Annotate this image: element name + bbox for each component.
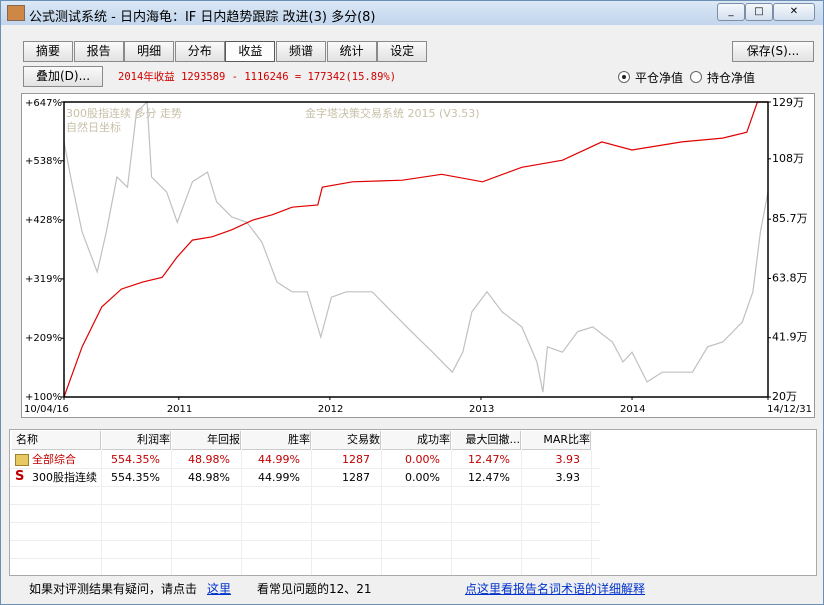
radio-label[interactable]: 平仓净值 [635,71,684,85]
radio-label[interactable]: 持仓净值 [707,71,756,85]
maximize-button[interactable]: □ [745,3,773,21]
y2-tick-label: 85.7万 [772,212,808,225]
column-header[interactable]: 年回报 [172,431,241,450]
overlay-button[interactable]: 叠加(D)... [23,66,103,87]
app-icon [7,5,25,21]
column-header[interactable]: 名称 [12,431,101,450]
table-cell: 554.35% [111,471,160,484]
row-name: 全部综合 [32,453,76,466]
tab[interactable]: 明细 [124,41,175,62]
x-tick-label: 10/04/16 [24,404,69,415]
row-line [10,522,600,523]
row-name: 300股指连续 [32,471,97,484]
table-cell: 554.35% [111,453,160,466]
save-button[interactable]: 保存(S)... [732,41,814,62]
window-title: 公式测试系统 - 日内海龟：IF 日内趋势跟踪 改进(3) 多分(8) [29,10,376,25]
plot-frame [63,101,769,398]
column-header[interactable]: 交易数 [312,431,381,450]
row-line [10,486,600,487]
summary-text: 2014年收益 1293589 - 1116246 = 177342(15.89… [118,71,397,83]
x-tick-label: 2011 [167,404,192,415]
y2-tick-label: 41.9万 [772,331,808,344]
y-tick-label: +538% [25,156,62,167]
table-cell: 3.93 [555,453,581,466]
table-cell: 0.00% [405,453,440,466]
close-button[interactable]: ✕ [773,3,815,21]
folder-icon [15,454,29,466]
column-header[interactable]: 胜率 [242,431,311,450]
table-cell: 44.99% [258,453,300,466]
table-cell: 1287 [342,453,370,466]
column-line [101,450,102,575]
minimize-button[interactable]: _ [717,3,745,21]
radio-option[interactable]: 平仓净值 [618,69,683,86]
radio-option[interactable]: 持仓净值 [690,69,755,86]
y-tick-label: +319% [25,274,62,285]
table-cell: 3.93 [555,471,581,484]
y2-tick-label: 108万 [772,152,804,165]
y-tick-label: +428% [25,215,62,226]
column-header[interactable]: 最大回撤... [452,431,521,450]
x-tick-label: 2014 [620,404,645,415]
watermark: 自然日坐标 [66,120,121,134]
y2-tick-label: 129万 [772,96,804,109]
tab[interactable]: 频谱 [276,41,326,62]
footer-here-link[interactable]: 这里 [207,582,232,596]
series-line [63,101,768,398]
radio-dot[interactable] [690,71,702,83]
column-line [451,450,452,575]
table-cell: 0.00% [405,471,440,484]
tab[interactable]: 统计 [326,41,377,62]
x-tick-label: 14/12/31 [767,404,812,415]
table-cell: 12.47% [468,453,510,466]
footer-question: 如果对评测结果有疑问，请点击 [29,582,198,596]
column-line [171,450,172,575]
row-line [10,504,600,505]
column-header[interactable]: MAR比率 [522,431,591,450]
table-cell: 48.98% [188,453,230,466]
tab[interactable]: 报告 [73,41,124,62]
watermark: 300股指连续 多分 走势 [66,106,182,120]
column-line [241,450,242,575]
column-header[interactable]: 利润率 [102,431,171,450]
table-cell: 44.99% [258,471,300,484]
title-bar: 公式测试系统 - 日内海龟：IF 日内趋势跟踪 改进(3) 多分(8) _ □ … [1,1,823,25]
tab[interactable]: 收益 [225,41,276,62]
tab[interactable]: 分布 [174,41,225,62]
table-cell: 48.98% [188,471,230,484]
row-line [10,540,600,541]
row-line [10,468,600,469]
chart-panel: 300股指连续 多分 走势 自然日坐标 金字塔决策交易系统 2015 (V3.53)… [21,93,815,418]
table-cell: 1287 [342,471,370,484]
x-tick-label: 2012 [318,404,343,415]
results-table: 名称 利润率 年回报 胜率 交易数 成功率 最大回撤... MAR比率全部综合 554.35% 4… [9,429,817,576]
column-line [381,450,382,575]
tab[interactable]: 设定 [377,41,428,62]
series-line [63,100,769,393]
column-line [521,450,522,575]
x-tick-label: 2013 [469,404,494,415]
radio-dot[interactable] [618,71,630,83]
tab[interactable]: 摘要 [23,41,73,62]
y-tick-label: +209% [25,333,62,344]
y-tick-label: +100% [25,392,62,403]
column-line [311,450,312,575]
column-header[interactable]: 成功率 [382,431,451,450]
watermark: 金字塔决策交易系统 2015 (V3.53) [305,106,480,120]
column-line [591,450,592,575]
y2-tick-label: 20万 [772,390,797,403]
table-cell: 12.47% [468,471,510,484]
row-line [10,558,600,559]
footer-faq: 看常见问题的12、21 [257,582,372,596]
footer-glossary-link[interactable]: 点这里看报告名词术语的详细解释 [465,582,646,596]
y-tick-label: +647% [25,98,62,109]
series-icon: S [15,469,25,484]
y2-tick-label: 63.8万 [772,271,808,284]
